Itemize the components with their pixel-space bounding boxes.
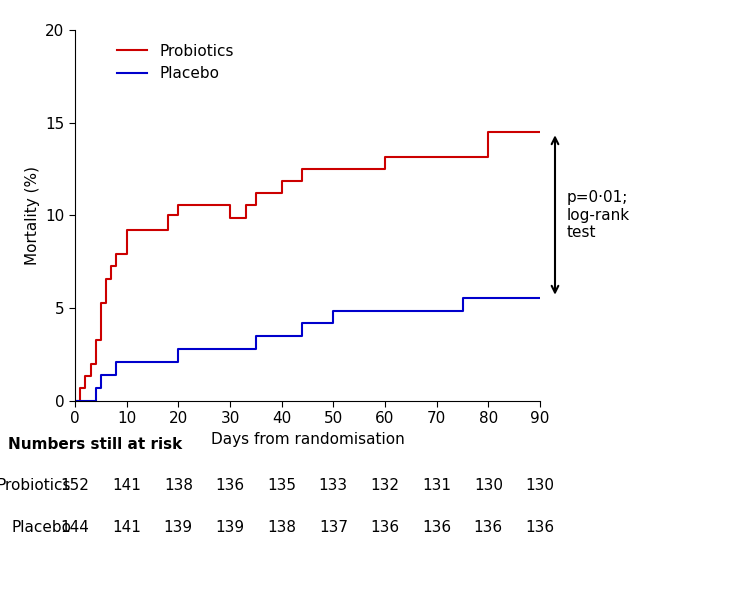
Text: 141: 141 [112,478,141,493]
Probiotics [328,165,338,172]
Probiotics [484,129,493,136]
Probiotics [174,202,183,209]
Probiotics [92,336,100,343]
Probiotics [536,129,544,136]
Placebo [112,359,121,366]
Text: 131: 131 [422,478,451,493]
Text: 138: 138 [267,520,296,535]
Text: 136: 136 [215,478,244,493]
Placebo [303,320,312,327]
Text: 144: 144 [61,520,89,535]
Text: 137: 137 [319,520,348,535]
Placebo [148,359,157,366]
Text: Probiotics: Probiotics [0,478,71,493]
Placebo [278,332,286,340]
Text: 136: 136 [370,520,400,535]
Placebo [484,294,493,301]
Text: Placebo: Placebo [11,520,71,535]
Placebo [328,307,338,314]
Probiotics [251,190,260,197]
Legend: Probiotics, Placebo: Probiotics, Placebo [110,38,240,87]
Text: 138: 138 [164,478,193,493]
Probiotics [76,385,85,392]
Probiotics [96,300,105,307]
Placebo [96,371,105,379]
Y-axis label: Mortality (%): Mortality (%) [25,166,40,265]
Text: 136: 136 [474,520,503,535]
Probiotics [380,153,389,160]
Probiotics [303,165,312,172]
Placebo [101,371,110,379]
Placebo [122,359,131,366]
Placebo [298,320,307,327]
Probiotics [473,153,482,160]
Probiotics [278,178,286,185]
Text: 139: 139 [215,520,244,535]
Probiotics [70,397,80,404]
Probiotics [458,153,467,160]
Probiotics [298,165,307,172]
Probiotics [81,373,90,380]
Placebo [432,307,441,314]
Placebo [86,397,95,404]
Probiotics [396,153,405,160]
Text: 136: 136 [422,520,451,535]
Probiotics [287,178,296,185]
Text: 133: 133 [319,478,348,493]
Placebo [70,397,80,404]
Placebo [226,346,235,353]
Placebo [458,294,467,301]
Probiotics [112,251,121,258]
Text: 141: 141 [112,520,141,535]
Text: 130: 130 [526,478,554,493]
Line: Placebo: Placebo [75,298,540,401]
Text: 152: 152 [61,478,89,493]
Placebo [380,307,389,314]
Text: Numbers still at risk: Numbers still at risk [8,437,182,451]
Text: 130: 130 [474,478,502,493]
Text: p=0·01;
log-rank
test: p=0·01; log-rank test [566,190,629,240]
Text: 139: 139 [164,520,193,535]
Probiotics [355,165,364,172]
Line: Probiotics: Probiotics [75,132,540,401]
Probiotics [86,360,95,367]
Text: 135: 135 [267,478,296,493]
Probiotics [106,263,116,270]
Placebo [92,385,100,392]
Probiotics [432,153,441,160]
Placebo [536,294,544,301]
Probiotics [226,214,235,221]
Probiotics [122,226,131,233]
Placebo [287,332,296,340]
Probiotics [164,212,172,219]
Placebo [251,332,260,340]
Probiotics [241,202,250,209]
Text: 132: 132 [370,478,400,493]
X-axis label: Days from randomisation: Days from randomisation [211,432,404,447]
Probiotics [200,202,208,209]
Probiotics [406,153,416,160]
Probiotics [101,275,110,282]
Placebo [406,307,416,314]
Placebo [200,346,208,353]
Probiotics [148,226,157,233]
Placebo [355,307,364,314]
Text: 136: 136 [526,520,554,535]
Placebo [174,346,183,353]
